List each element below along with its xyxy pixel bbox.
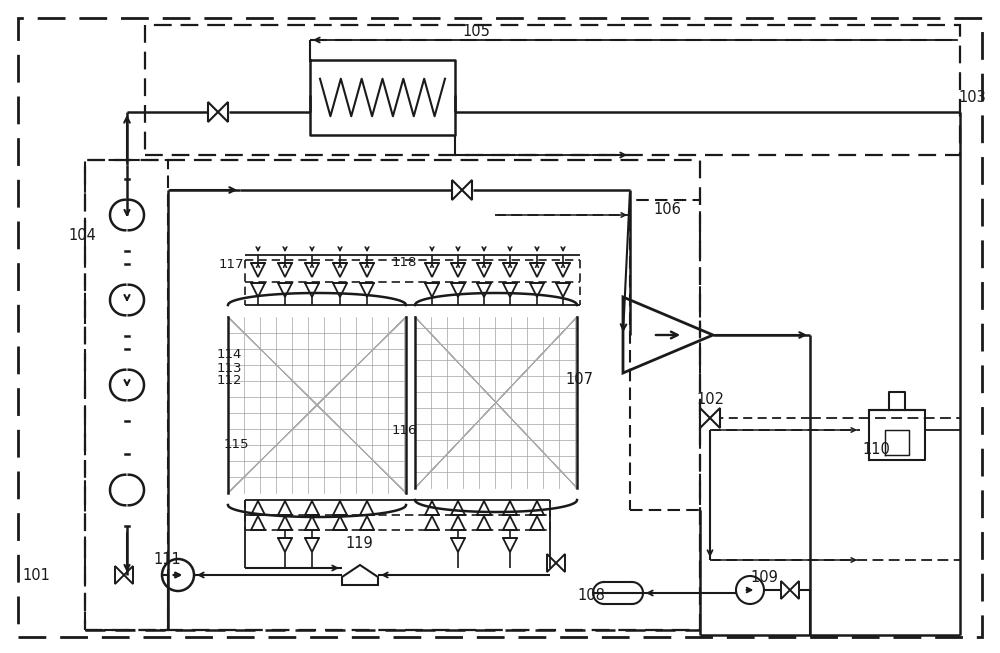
Polygon shape	[278, 501, 292, 515]
Polygon shape	[790, 581, 799, 599]
Polygon shape	[360, 516, 374, 530]
Polygon shape	[556, 283, 570, 297]
Text: 110: 110	[862, 443, 890, 458]
Polygon shape	[451, 283, 465, 297]
Polygon shape	[278, 283, 292, 297]
Polygon shape	[360, 501, 374, 515]
Polygon shape	[503, 283, 517, 297]
Text: 114: 114	[217, 349, 242, 362]
Polygon shape	[547, 554, 556, 572]
Polygon shape	[556, 554, 565, 572]
Polygon shape	[477, 283, 491, 297]
Polygon shape	[360, 263, 374, 277]
Polygon shape	[208, 102, 218, 122]
Polygon shape	[530, 263, 544, 277]
Polygon shape	[556, 263, 570, 277]
Polygon shape	[477, 263, 491, 277]
Text: 109: 109	[750, 571, 778, 586]
Text: 117: 117	[219, 259, 244, 272]
Polygon shape	[451, 263, 465, 277]
Polygon shape	[503, 538, 517, 552]
Polygon shape	[452, 180, 462, 200]
Text: 118: 118	[392, 255, 417, 268]
Text: 107: 107	[565, 372, 593, 387]
Polygon shape	[425, 263, 439, 277]
Polygon shape	[333, 283, 347, 297]
Polygon shape	[278, 263, 292, 277]
Polygon shape	[251, 516, 265, 530]
Text: 115: 115	[224, 439, 250, 451]
Text: 111: 111	[153, 552, 181, 567]
Polygon shape	[305, 538, 319, 552]
Text: 106: 106	[653, 202, 681, 217]
Text: 108: 108	[577, 588, 605, 603]
Polygon shape	[305, 283, 319, 297]
Polygon shape	[251, 283, 265, 297]
Polygon shape	[451, 516, 465, 530]
Text: 105: 105	[462, 25, 490, 39]
Polygon shape	[462, 180, 472, 200]
Polygon shape	[333, 501, 347, 515]
Polygon shape	[477, 516, 491, 530]
Polygon shape	[305, 501, 319, 515]
Polygon shape	[251, 263, 265, 277]
Polygon shape	[278, 516, 292, 530]
Polygon shape	[333, 263, 347, 277]
Polygon shape	[451, 538, 465, 552]
Text: 116: 116	[392, 424, 417, 436]
Polygon shape	[278, 538, 292, 552]
Polygon shape	[503, 501, 517, 515]
Polygon shape	[305, 516, 319, 530]
Polygon shape	[305, 263, 319, 277]
Polygon shape	[425, 283, 439, 297]
Text: 103: 103	[958, 91, 986, 106]
Polygon shape	[360, 283, 374, 297]
Polygon shape	[251, 501, 265, 515]
Polygon shape	[477, 501, 491, 515]
Text: 119: 119	[345, 537, 373, 552]
Text: 113: 113	[217, 362, 242, 375]
Polygon shape	[503, 263, 517, 277]
Polygon shape	[115, 566, 124, 584]
Polygon shape	[333, 516, 347, 530]
Polygon shape	[700, 408, 710, 428]
Text: 102: 102	[696, 392, 724, 407]
Polygon shape	[425, 516, 439, 530]
Polygon shape	[451, 501, 465, 515]
Polygon shape	[425, 501, 439, 515]
Polygon shape	[218, 102, 228, 122]
Polygon shape	[530, 516, 544, 530]
Text: 112: 112	[217, 375, 242, 387]
Polygon shape	[530, 283, 544, 297]
Polygon shape	[530, 501, 544, 515]
Polygon shape	[710, 408, 720, 428]
Polygon shape	[781, 581, 790, 599]
Text: 104: 104	[68, 227, 96, 242]
Polygon shape	[503, 516, 517, 530]
Text: 101: 101	[22, 567, 50, 582]
Polygon shape	[124, 566, 133, 584]
